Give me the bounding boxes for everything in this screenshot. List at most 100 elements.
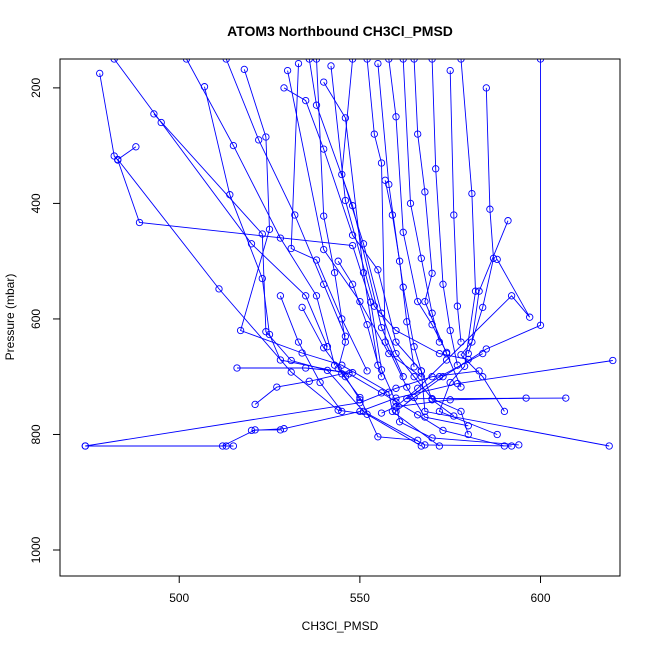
data-point <box>439 426 447 435</box>
data-point <box>428 309 436 317</box>
data-point <box>341 338 350 346</box>
plot-frame <box>59 58 621 577</box>
data-point <box>377 409 386 417</box>
data-point <box>392 398 400 406</box>
data-point <box>247 240 256 248</box>
data-point <box>385 349 393 358</box>
data-point <box>348 231 357 239</box>
data-point <box>287 244 295 253</box>
data-point <box>453 302 462 310</box>
data-point <box>403 395 411 403</box>
data-point <box>236 326 245 335</box>
profile-line <box>381 259 531 414</box>
data-point <box>526 313 534 321</box>
data-point <box>399 59 407 63</box>
data-point <box>457 338 465 346</box>
data-point <box>435 442 444 450</box>
data-point <box>428 269 436 277</box>
data-point <box>464 355 472 364</box>
profile-line <box>225 59 346 337</box>
data-point <box>410 363 418 371</box>
profile-line <box>287 70 422 378</box>
data-point <box>348 369 357 377</box>
profile-line <box>449 70 462 343</box>
data-point <box>312 101 321 109</box>
data-point <box>312 292 321 300</box>
x-tick-label: 550 <box>350 591 370 605</box>
data-point <box>381 176 389 184</box>
data-point <box>377 323 386 332</box>
data-point <box>392 113 400 121</box>
x-axis-label: CH3Cl_PMSD <box>302 619 379 633</box>
data-point <box>110 59 118 63</box>
data-point <box>265 225 274 234</box>
data-point <box>605 442 613 450</box>
data-point <box>421 413 429 421</box>
data-point <box>298 349 306 357</box>
profile-line <box>395 397 527 408</box>
data-point <box>392 384 400 392</box>
data-point <box>482 345 490 353</box>
data-point <box>320 245 328 254</box>
data-point <box>312 59 321 63</box>
data-point <box>446 66 454 75</box>
data-point <box>294 59 303 68</box>
data-point <box>302 292 310 300</box>
x-axis: 500 550 600 <box>169 575 551 605</box>
data-point <box>341 196 350 205</box>
profile-line <box>237 367 353 374</box>
data-point <box>468 338 476 346</box>
data-point <box>468 189 476 198</box>
data-point <box>283 66 292 75</box>
y-axis-label: Pressure (mbar) <box>3 274 17 361</box>
data-point <box>486 205 494 213</box>
data-point <box>363 367 371 375</box>
data-point <box>298 303 306 312</box>
data-point <box>414 436 422 444</box>
data-point <box>273 383 281 391</box>
profile-line <box>153 113 512 447</box>
data-point <box>435 373 444 381</box>
data-point <box>316 378 324 387</box>
data-point <box>348 59 357 63</box>
data-point <box>536 321 545 329</box>
data-point <box>388 211 397 219</box>
profile-line <box>204 86 505 447</box>
data-point <box>385 59 393 63</box>
profile-line <box>113 59 328 347</box>
data-point <box>475 367 483 375</box>
data-point <box>302 96 310 105</box>
data-point <box>410 373 418 381</box>
data-point <box>330 269 339 277</box>
data-point <box>403 318 411 326</box>
profile-line <box>405 353 566 400</box>
data-point <box>359 269 368 277</box>
data-point <box>374 266 382 274</box>
data-point <box>81 442 89 450</box>
data-point <box>392 326 400 335</box>
data-point <box>218 442 227 450</box>
data-point <box>114 155 122 164</box>
profile-line <box>377 63 455 417</box>
profile-line <box>117 146 422 447</box>
data-point <box>323 343 332 351</box>
data-point <box>341 114 350 122</box>
data-point <box>421 297 429 306</box>
data-point <box>500 407 509 416</box>
data-point <box>182 59 191 63</box>
data-point <box>403 383 411 391</box>
data-point <box>287 368 295 376</box>
profile-line <box>279 295 343 412</box>
data-point <box>341 373 350 381</box>
data-point <box>493 430 501 439</box>
data-point <box>504 217 512 225</box>
data-point <box>377 159 386 167</box>
data-point <box>363 321 371 329</box>
data-point <box>421 188 429 196</box>
data-point <box>320 280 328 288</box>
data-point <box>392 338 400 346</box>
data-point <box>479 303 487 312</box>
data-point <box>240 65 248 74</box>
data-point <box>320 78 328 86</box>
